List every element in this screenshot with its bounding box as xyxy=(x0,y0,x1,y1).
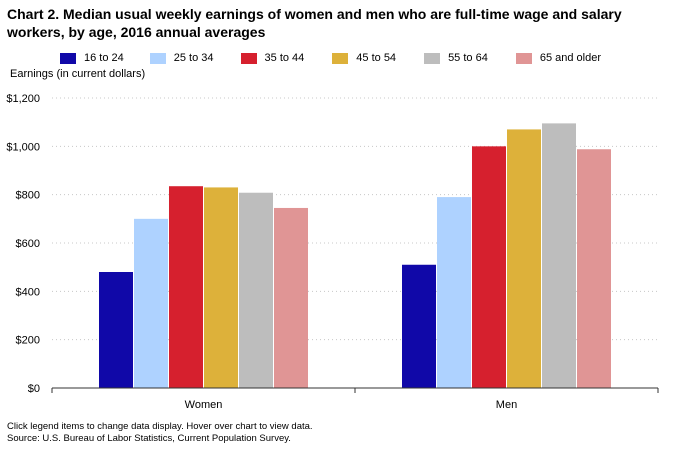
y-axis-title: Earnings (in current dollars) xyxy=(10,68,146,80)
y-tick-label: $1,000 xyxy=(6,141,40,153)
bar-men-16-to-24[interactable] xyxy=(402,264,436,388)
legend-label: 25 to 34 xyxy=(173,52,214,64)
y-tick-label: $600 xyxy=(16,238,40,250)
bar-women-25-to-34[interactable] xyxy=(134,218,168,388)
legend-label: 65 and older xyxy=(539,52,601,64)
x-category-label: Men xyxy=(496,399,517,411)
legend-item-35-to-44[interactable]: 35 to 44 xyxy=(240,52,305,64)
legend-label: 45 to 54 xyxy=(356,52,397,64)
legend-swatch xyxy=(424,52,441,64)
legend-label: 55 to 64 xyxy=(448,52,488,64)
y-tick-label: $400 xyxy=(16,286,40,298)
bar-women-16-to-24[interactable] xyxy=(99,272,133,388)
legend-item-25-to-34[interactable]: 25 to 34 xyxy=(149,52,214,64)
bar-men-65-and-older[interactable] xyxy=(577,149,611,388)
bar-women-65-and-older[interactable] xyxy=(274,207,308,388)
x-category-label: Women xyxy=(185,399,223,411)
legend-swatch xyxy=(240,52,257,64)
y-tick-label: $800 xyxy=(16,190,40,202)
legend-item-45-to-54[interactable]: 45 to 54 xyxy=(332,52,396,64)
legend-swatch xyxy=(332,52,349,64)
chart-title: Chart 2. Median usual weekly earnings of… xyxy=(7,6,622,40)
bar-men-45-to-54[interactable] xyxy=(507,129,541,388)
legend-item-55-to-64[interactable]: 55 to 64 xyxy=(424,52,488,64)
footnotes: Click legend items to change data displa… xyxy=(7,421,313,445)
chart-legend: 16 to 24 25 to 34 35 to 44 45 to 54 55 to 64… xyxy=(60,51,601,65)
legend-label: 16 to 24 xyxy=(84,52,124,64)
bar-men-55-to-64[interactable] xyxy=(542,123,576,388)
legend-item-65-and-older[interactable]: 65 and older xyxy=(515,52,601,64)
y-tick-label: $1,200 xyxy=(6,93,40,105)
bar-women-45-to-54[interactable] xyxy=(204,187,238,388)
bar-men-35-to-44[interactable] xyxy=(472,146,506,388)
y-tick-label: $0 xyxy=(28,383,40,395)
legend-swatch xyxy=(515,52,532,64)
legend-swatch xyxy=(149,52,166,64)
legend-item-16-to-24[interactable]: 16 to 24 xyxy=(60,52,124,64)
y-tick-label: $200 xyxy=(16,335,40,347)
legend-swatch xyxy=(60,52,76,64)
bar-women-35-to-44[interactable] xyxy=(169,186,203,388)
source-note: Source: U.S. Bureau of Labor Statistics,… xyxy=(7,433,291,444)
bar-men-25-to-34[interactable] xyxy=(437,197,471,388)
chart-instructions-note: Click legend items to change data displa… xyxy=(7,421,313,432)
bar-women-55-to-64[interactable] xyxy=(239,192,273,388)
legend-label: 35 to 44 xyxy=(264,52,305,64)
